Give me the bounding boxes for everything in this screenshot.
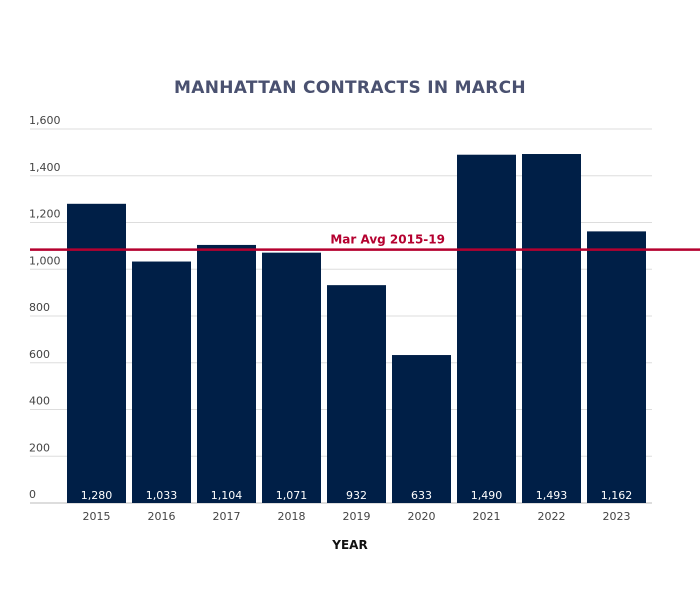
- y-tick-label: 1,400: [29, 161, 61, 174]
- data-label: 1,280: [81, 489, 113, 502]
- x-tick-label: 2017: [213, 510, 241, 523]
- data-label: 1,490: [471, 489, 503, 502]
- bar: [522, 154, 581, 504]
- y-tick-label: 1,200: [29, 208, 61, 221]
- x-tick-label: 2015: [83, 510, 111, 523]
- data-label: 633: [411, 489, 432, 502]
- x-tick-label: 2016: [148, 510, 176, 523]
- bar: [327, 285, 386, 503]
- data-label: 1,071: [276, 489, 308, 502]
- data-label: 1,104: [211, 489, 243, 502]
- bar: [587, 231, 646, 503]
- x-tick-label: 2023: [603, 510, 631, 523]
- x-tick-label: 2021: [473, 510, 501, 523]
- bars: [67, 154, 646, 504]
- data-label: 1,493: [536, 489, 568, 502]
- y-tick-label: 800: [29, 301, 50, 314]
- y-tick-label: 1,600: [29, 114, 61, 127]
- data-labels: 1,280 1,033 1,104 1,071 932 633 1,490 1,493 1,16…: [81, 489, 633, 502]
- x-tick-label: 2022: [538, 510, 566, 523]
- x-axis-ticks: 2015 2016 2017 2018 2019 2020 2021 2022 2023: [83, 510, 631, 523]
- y-tick-label: 600: [29, 348, 50, 361]
- bar: [262, 252, 321, 503]
- x-tick-label: 2020: [408, 510, 436, 523]
- bar: [457, 154, 516, 503]
- reference-line-group: Mar Avg 2015-19: [30, 233, 700, 251]
- data-label: 1,033: [146, 489, 178, 502]
- bar: [132, 261, 191, 503]
- x-tick-label: 2018: [278, 510, 306, 523]
- bar: [197, 244, 256, 503]
- y-tick-label: 200: [29, 441, 50, 454]
- bar: [392, 355, 451, 503]
- x-tick-label: 2019: [343, 510, 371, 523]
- y-tick-label: 0: [29, 488, 36, 501]
- x-axis-title: YEAR: [332, 538, 368, 552]
- y-axis-ticks: 0 200 400 600 800 1,000 1,200 1,400 1,600: [29, 114, 61, 501]
- y-tick-label: 400: [29, 395, 50, 408]
- reference-line-label: Mar Avg 2015-19: [330, 233, 445, 247]
- y-tick-label: 1,000: [29, 254, 61, 267]
- chart-title: MANHATTAN CONTRACTS IN MARCH: [174, 78, 526, 98]
- bar: [67, 203, 126, 504]
- data-label: 932: [346, 489, 367, 502]
- data-label: 1,162: [601, 489, 633, 502]
